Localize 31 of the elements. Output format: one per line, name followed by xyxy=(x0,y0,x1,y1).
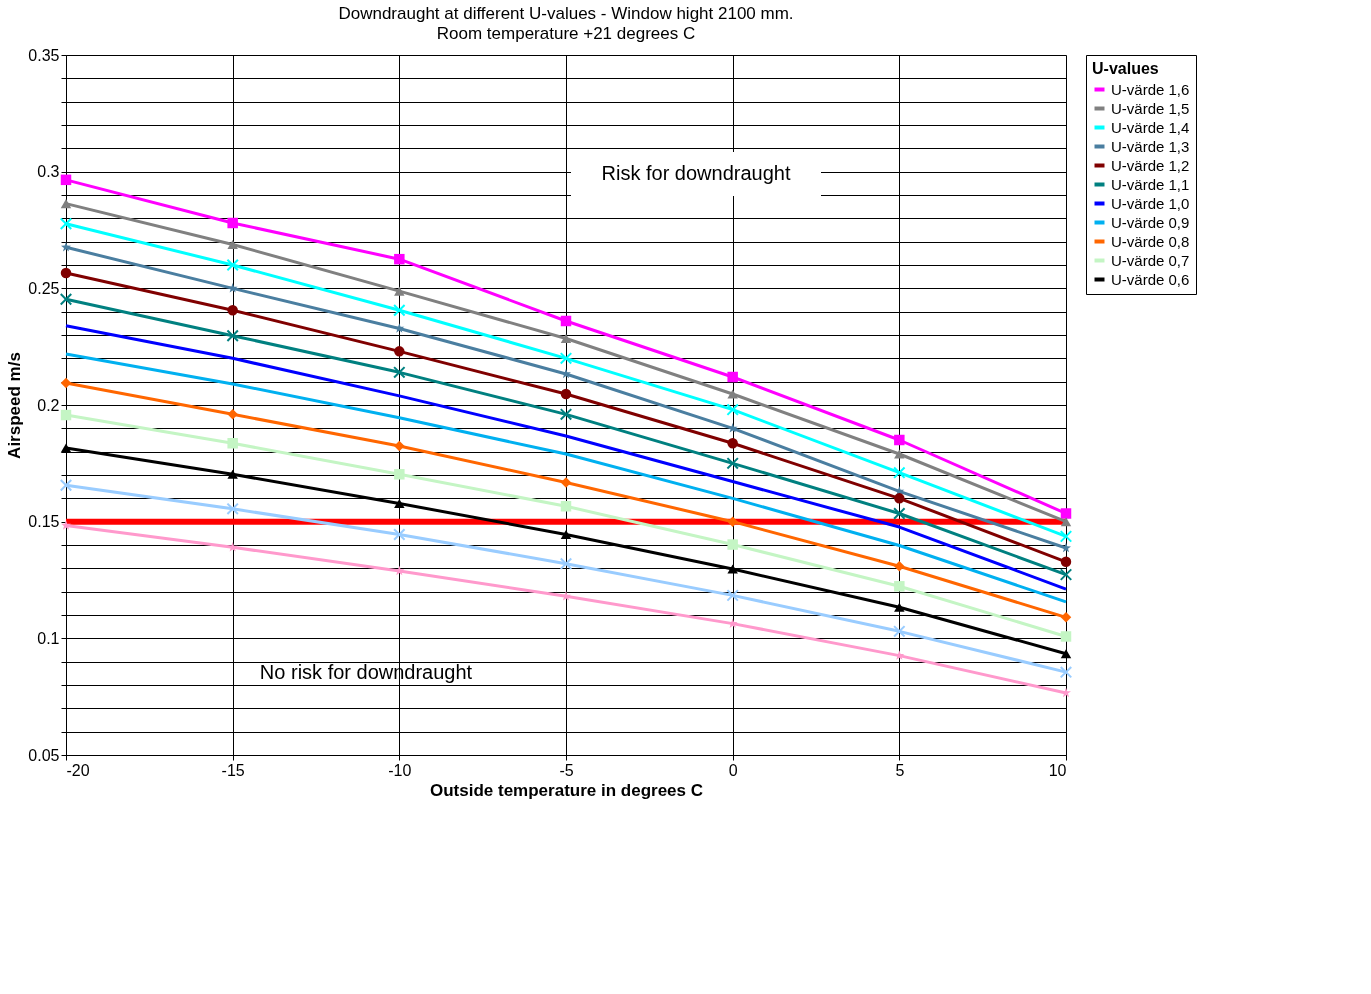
legend-label: U-värde 0,9 xyxy=(1111,213,1190,231)
legend-label: U-värde 1,4 xyxy=(1111,118,1190,136)
chart-subtitle: Room temperature +21 degrees C xyxy=(436,24,696,43)
x-tick-label: 10 xyxy=(1048,761,1067,779)
y-tick-label: 0.25 xyxy=(28,279,60,297)
legend-label: U-värde 1,3 xyxy=(1111,137,1190,155)
x-tick-label: -20 xyxy=(66,761,90,779)
y-tick-label: 0.35 xyxy=(28,46,60,64)
x-tick-label: -15 xyxy=(221,761,245,779)
y-axis-title: Airspeed m/s xyxy=(5,352,25,459)
x-tick-label: -5 xyxy=(559,761,574,779)
y-tick-label: 0.2 xyxy=(37,396,60,414)
chart-title: Downdraught at different U-values - Window hight 2100 mm. xyxy=(338,4,794,23)
y-tick-label: 0.3 xyxy=(37,163,60,181)
x-tick-label: 5 xyxy=(895,761,905,779)
y-tick-label: 0.15 xyxy=(28,513,60,531)
legend-label: U-värde 0,6 xyxy=(1111,270,1190,288)
legend-label: U-värde 1,5 xyxy=(1111,99,1190,117)
legend-label: U-värde 1,0 xyxy=(1111,194,1190,212)
y-tick-label: 0.05 xyxy=(28,746,60,764)
x-tick-label: -10 xyxy=(388,761,412,779)
annotation: Risk for downdraught xyxy=(601,162,791,184)
y-tick-label: 0.1 xyxy=(37,629,60,647)
legend-label: U-värde 1,2 xyxy=(1111,156,1190,174)
legend-label: U-värde 1,1 xyxy=(1111,175,1190,193)
x-axis-title: Outside temperature in degrees C xyxy=(429,780,704,800)
x-tick-label: 0 xyxy=(728,761,738,779)
legend-title: U-values xyxy=(1092,60,1159,77)
legend-label: U-värde 0,7 xyxy=(1111,251,1190,269)
legend-label: U-värde 0,8 xyxy=(1111,232,1190,250)
legend-label: U-värde 1,6 xyxy=(1111,80,1190,98)
